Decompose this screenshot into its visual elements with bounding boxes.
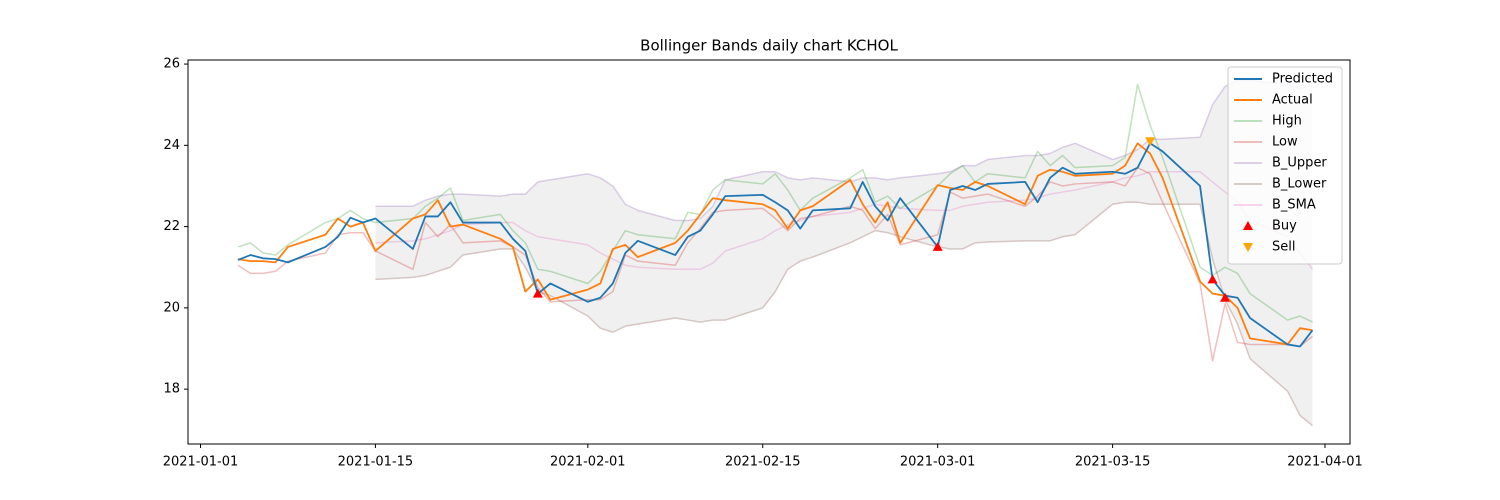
legend-label: Actual bbox=[1272, 93, 1313, 108]
marker bbox=[532, 288, 543, 298]
legend-label: Low bbox=[1272, 135, 1298, 150]
legend-label: Sell bbox=[1272, 240, 1295, 255]
x-tick-label: 2021-04-01 bbox=[1287, 455, 1363, 470]
legend-label: B_SMA bbox=[1272, 198, 1316, 213]
legend-marker bbox=[1243, 243, 1253, 252]
legend-marker bbox=[1243, 221, 1253, 230]
x-tick-label: 2021-02-01 bbox=[550, 455, 626, 470]
y-tick-label: 20 bbox=[163, 300, 180, 315]
series-line bbox=[237, 83, 1313, 323]
x-tick-label: 2021-01-01 bbox=[163, 455, 239, 470]
y-tick-label: 24 bbox=[163, 138, 180, 153]
marker bbox=[1145, 137, 1156, 147]
x-tick-label: 2021-03-15 bbox=[1075, 455, 1151, 470]
y-tick-label: 22 bbox=[163, 219, 180, 234]
legend-label: Predicted bbox=[1272, 72, 1333, 87]
marker bbox=[1220, 292, 1231, 302]
y-tick-label: 26 bbox=[163, 57, 180, 72]
series-line bbox=[237, 166, 1313, 362]
legend-box bbox=[1227, 66, 1343, 265]
legend-label: B_Lower bbox=[1272, 177, 1327, 192]
plot-frame bbox=[187, 59, 1351, 445]
marker bbox=[932, 241, 943, 251]
legend-label: Buy bbox=[1272, 219, 1297, 234]
series-line bbox=[375, 170, 1314, 271]
chart-title: Bollinger Bands daily chart KCHOL bbox=[640, 37, 898, 55]
series-line bbox=[237, 142, 1313, 346]
x-tick-label: 2021-03-01 bbox=[900, 455, 976, 470]
marker bbox=[1207, 274, 1218, 284]
legend-label: High bbox=[1272, 114, 1302, 129]
y-tick-label: 18 bbox=[163, 382, 180, 397]
legend-label: B_Upper bbox=[1272, 156, 1327, 171]
band-fill bbox=[375, 80, 1313, 426]
x-tick-label: 2021-02-15 bbox=[725, 455, 801, 470]
x-tick-label: 2021-01-15 bbox=[338, 455, 414, 470]
series-line bbox=[237, 142, 1314, 348]
